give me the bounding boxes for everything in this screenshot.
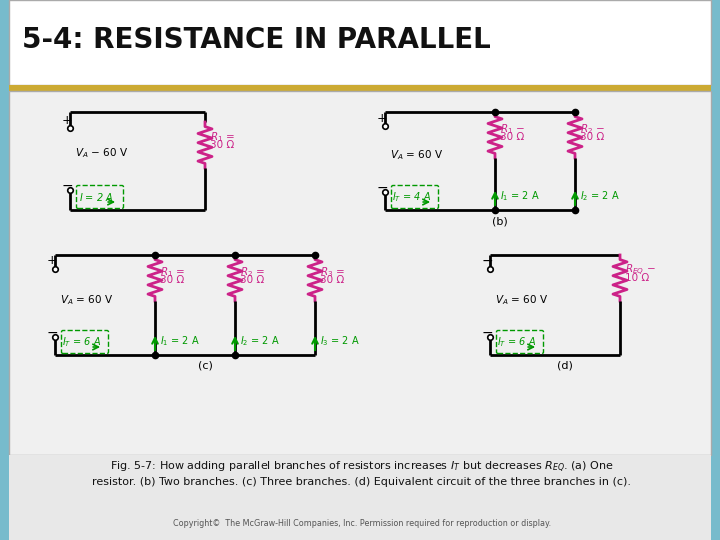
Text: $I_1$ = 2 A: $I_1$ = 2 A bbox=[160, 334, 199, 348]
Text: $I_2$ = 2 A: $I_2$ = 2 A bbox=[240, 334, 280, 348]
Text: $I_T$ = 6 A: $I_T$ = 6 A bbox=[62, 335, 101, 349]
Text: 30 Ω: 30 Ω bbox=[500, 132, 524, 142]
Text: +: + bbox=[47, 254, 58, 267]
Text: −: − bbox=[62, 179, 73, 193]
Text: +: + bbox=[377, 111, 387, 125]
Text: Fig. 5-7: How adding parallel branches of resistors increases $I_T$ but decrease: Fig. 5-7: How adding parallel branches o… bbox=[110, 460, 614, 475]
Text: −: − bbox=[482, 326, 494, 340]
Text: (d): (d) bbox=[557, 361, 573, 371]
Text: $R_2$ −: $R_2$ − bbox=[580, 122, 605, 136]
Text: $R_1$ −: $R_1$ − bbox=[500, 122, 525, 136]
Text: $V_A$ = 60 V: $V_A$ = 60 V bbox=[390, 148, 444, 162]
Text: $R_1$ =: $R_1$ = bbox=[160, 265, 185, 279]
Text: 10 Ω: 10 Ω bbox=[625, 273, 649, 283]
Text: +: + bbox=[62, 113, 73, 126]
Text: 30 Ω: 30 Ω bbox=[580, 132, 604, 142]
Text: (b): (b) bbox=[492, 216, 508, 226]
Bar bbox=[9, 0, 711, 85]
Text: $I_T$ = 6 A: $I_T$ = 6 A bbox=[497, 335, 536, 349]
Bar bbox=[9, 85, 711, 91]
Text: $R_2$ =: $R_2$ = bbox=[240, 265, 265, 279]
Text: $R_3$ =: $R_3$ = bbox=[320, 265, 345, 279]
Text: −: − bbox=[377, 181, 389, 195]
Text: resistor. (b) Two branches. (c) Three branches. (d) Equivalent circuit of the th: resistor. (b) Two branches. (c) Three br… bbox=[92, 477, 631, 487]
Text: $I_2$ = 2 A: $I_2$ = 2 A bbox=[580, 189, 620, 203]
Text: −: − bbox=[482, 254, 494, 268]
Text: $I_3$ = 2 A: $I_3$ = 2 A bbox=[320, 334, 360, 348]
Text: 30 Ω: 30 Ω bbox=[210, 140, 234, 150]
Text: 30 Ω: 30 Ω bbox=[160, 275, 184, 285]
Text: $I_T$ = 4 A: $I_T$ = 4 A bbox=[392, 190, 431, 204]
Text: $I$ = 2 A: $I$ = 2 A bbox=[79, 191, 114, 203]
Text: (c): (c) bbox=[197, 361, 212, 371]
Bar bbox=[711, 0, 720, 540]
Text: $I_1$ = 2 A: $I_1$ = 2 A bbox=[500, 189, 540, 203]
Text: 30 Ω: 30 Ω bbox=[320, 275, 344, 285]
Text: $V_A$ = 60 V: $V_A$ = 60 V bbox=[495, 293, 548, 307]
Bar bbox=[9, 91, 711, 455]
Text: $R_1$ =: $R_1$ = bbox=[210, 130, 235, 144]
Text: 5-4: RESISTANCE IN PARALLEL: 5-4: RESISTANCE IN PARALLEL bbox=[22, 26, 491, 54]
Text: Copyright©  The McGraw-Hill Companies, Inc. Permission required for reproduction: Copyright© The McGraw-Hill Companies, In… bbox=[173, 519, 551, 529]
Text: $R_{EQ}$ −: $R_{EQ}$ − bbox=[625, 263, 656, 278]
Bar bbox=[0, 0, 9, 540]
Text: $V_A$ = 60 V: $V_A$ = 60 V bbox=[60, 293, 113, 307]
Text: −: − bbox=[47, 326, 58, 340]
Text: $V_A$ − 60 V: $V_A$ − 60 V bbox=[75, 146, 128, 160]
Bar bbox=[9, 455, 711, 540]
Text: 30 Ω: 30 Ω bbox=[240, 275, 264, 285]
